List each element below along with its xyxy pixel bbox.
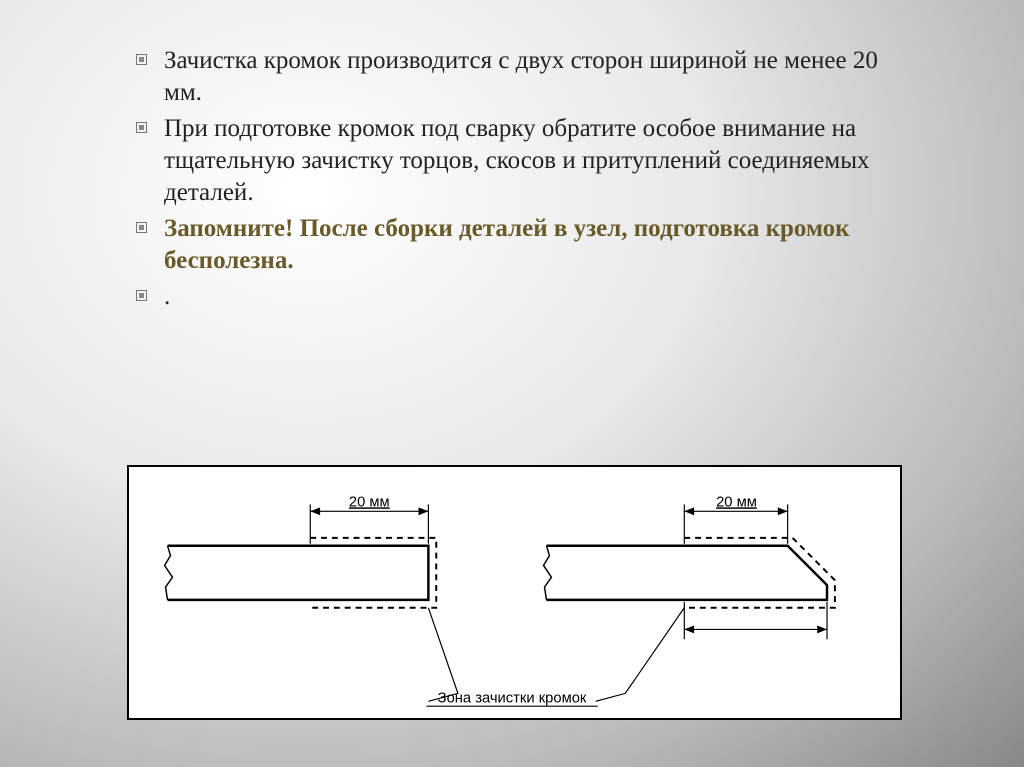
bullet-text-2: При подготовке кромок под сварку обратит… (164, 115, 870, 206)
dim-label-right: 20 мм (716, 494, 757, 510)
bullet-item-2: При подготовке кромок под сварку обратит… (130, 113, 910, 209)
edge-cleaning-diagram: 20 мм 20 мм Зона зачистки кромок (129, 467, 900, 718)
dim-label-left: 20 мм (349, 494, 390, 510)
diagram-caption: Зона зачистки кромок (438, 690, 587, 706)
diagram-container: 20 мм 20 мм Зона зачистки кромок (127, 465, 902, 720)
bullet-item-3: Запомните! После сборки деталей в узел, … (130, 213, 910, 277)
bullet-text-3: Запомните! После сборки деталей в узел, … (164, 215, 850, 274)
bullet-marker-icon (136, 222, 147, 233)
bullet-item-4: . (130, 281, 910, 313)
bullet-text-4: . (164, 283, 170, 310)
bullet-text-1: Зачистка кромок производится с двух стор… (164, 47, 878, 106)
bullet-marker-icon (136, 122, 147, 133)
bullet-list: Зачистка кромок производится с двух стор… (130, 45, 910, 313)
bullet-marker-icon (136, 54, 147, 65)
bullet-item-1: Зачистка кромок производится с двух стор… (130, 45, 910, 109)
bullet-marker-icon (136, 290, 147, 301)
